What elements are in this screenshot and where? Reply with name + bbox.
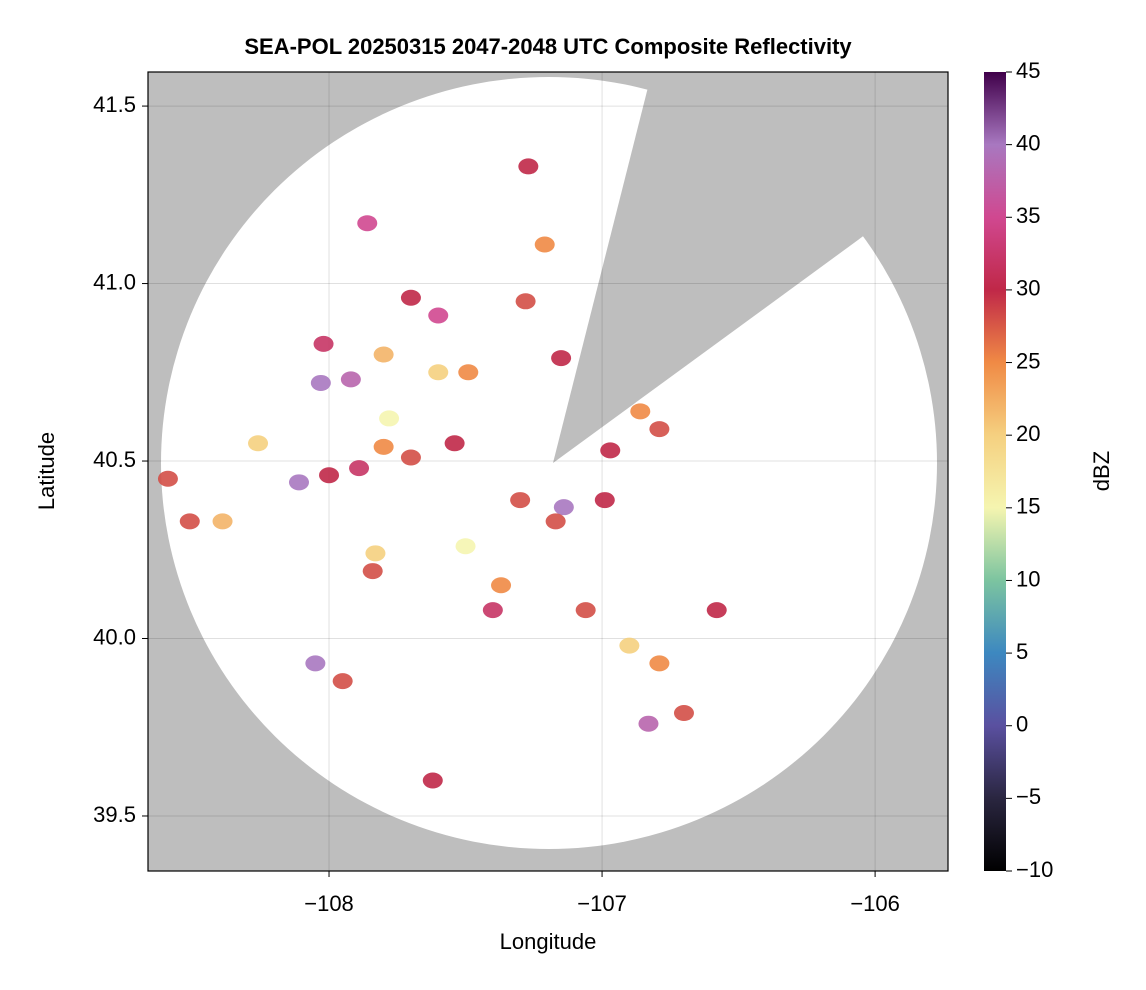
colorbar-tick-label: −10	[1016, 857, 1053, 882]
x-tick-label: −108	[304, 891, 354, 916]
axes: −108 −107 −106 39.5 40.0 40.5 41.0 41.5 −10 −5 0 5 1…	[93, 58, 1053, 916]
colorbar-tick-label: 40	[1016, 130, 1040, 155]
echo-cell	[600, 442, 621, 459]
echo-cell	[575, 602, 596, 619]
echo-cell	[362, 563, 383, 580]
echo-cell	[455, 538, 476, 555]
echo-cell	[157, 470, 178, 487]
echo-cell	[212, 513, 233, 530]
echo-cell	[365, 545, 386, 562]
echo-cell	[638, 715, 659, 732]
echo-cell	[444, 435, 465, 452]
x-tick-label: −106	[850, 891, 900, 916]
colorbar-tick-label: 30	[1016, 276, 1040, 301]
echo-cell	[400, 449, 421, 466]
chart-title: SEA-POL 20250315 2047-2048 UTC Composite…	[244, 34, 852, 59]
colorbar-tick-label: −5	[1016, 784, 1041, 809]
echo-cell	[373, 346, 394, 363]
echo-cell	[551, 350, 572, 367]
echo-cell	[357, 215, 378, 232]
echo-cell	[428, 364, 449, 381]
x-tick-label: −107	[577, 891, 627, 916]
echo-cell	[510, 492, 531, 509]
echo-cell	[630, 403, 651, 420]
echo-cell	[649, 421, 670, 438]
echo-cell	[313, 335, 334, 352]
echo-cell	[373, 438, 394, 455]
grid	[148, 72, 948, 871]
y-axis-label: Latitude	[34, 432, 59, 510]
echo-cell	[340, 371, 361, 388]
colorbar-tick-label: 25	[1016, 348, 1040, 373]
colorbar	[984, 72, 1006, 871]
plot-frame	[147, 71, 949, 872]
x-axis-label: Longitude	[500, 929, 597, 954]
echoes	[157, 158, 727, 789]
y-tick-label: 41.5	[93, 92, 136, 117]
echo-cell	[349, 460, 370, 477]
echo-cell	[288, 474, 309, 491]
echo-cell	[400, 289, 421, 306]
echo-cell	[491, 577, 512, 594]
blocked-sector	[553, 72, 948, 463]
echo-cell	[458, 364, 479, 381]
y-tick-label: 41.0	[93, 269, 136, 294]
colorbar-tick-label: 10	[1016, 566, 1040, 591]
echo-cell	[619, 637, 640, 654]
echo-cell	[248, 435, 269, 452]
echo-cell	[319, 467, 340, 484]
echo-cell	[518, 158, 539, 175]
colorbar-tick-label: 20	[1016, 421, 1040, 446]
y-tick-label: 40.0	[93, 624, 136, 649]
echo-cell	[305, 655, 326, 672]
colorbar-tick-label: 35	[1016, 203, 1040, 228]
colorbar-tick-label: 15	[1016, 494, 1040, 519]
echo-cell	[379, 410, 400, 427]
y-tick-label: 40.5	[93, 447, 136, 472]
echo-cell	[310, 374, 331, 391]
echo-cell	[482, 602, 503, 619]
y-tick-label: 39.5	[93, 802, 136, 827]
colorbar-tick-label: 45	[1016, 58, 1040, 83]
echo-cell	[515, 293, 536, 310]
echo-cell	[673, 705, 694, 722]
echo-cell	[332, 673, 353, 690]
echo-cell	[179, 513, 200, 530]
echo-cell	[706, 602, 727, 619]
colorbar-label: dBZ	[1089, 451, 1114, 491]
echo-cell	[649, 655, 670, 672]
echo-cell	[545, 513, 566, 530]
echo-cell	[428, 307, 449, 324]
colorbar-tick-label: 0	[1016, 712, 1028, 737]
plot-area	[148, 72, 948, 871]
echo-cell	[534, 236, 555, 253]
echo-cell	[422, 772, 443, 789]
echo-cell	[553, 499, 574, 516]
colorbar-tick-label: 5	[1016, 639, 1028, 664]
echo-cell	[594, 492, 615, 509]
